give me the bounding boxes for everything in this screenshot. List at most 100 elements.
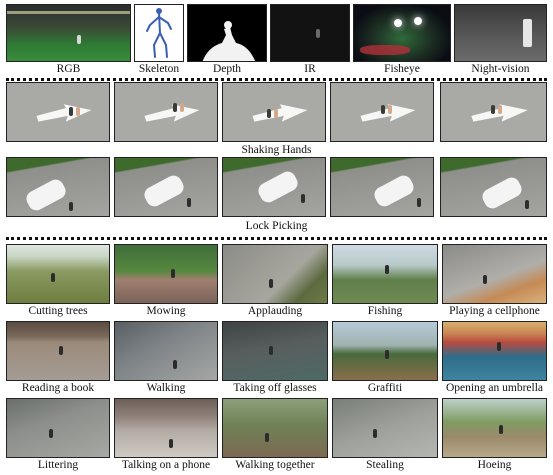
person-figure <box>77 35 81 44</box>
action-label: Playing a cellphone <box>449 305 540 317</box>
person-figure <box>51 273 55 282</box>
action-tile <box>332 398 438 458</box>
person-figure <box>169 439 173 448</box>
modality-label: Fisheye <box>384 63 420 75</box>
modality-label: Night-vision <box>471 63 530 75</box>
frame-shaking-hands-3 <box>222 82 326 142</box>
person-figure <box>499 425 503 434</box>
person-figure <box>388 105 392 114</box>
stadium-lights <box>7 11 130 14</box>
frame-lock-picking-5 <box>440 157 547 217</box>
action-label: Applauding <box>247 305 303 317</box>
sequence-label: Shaking Hands <box>241 144 312 156</box>
person-figure <box>59 346 63 355</box>
car <box>478 173 526 213</box>
person-figure <box>173 360 177 369</box>
action-label: Fishing <box>367 305 403 317</box>
person-figure <box>316 29 320 38</box>
person-figure <box>381 105 385 114</box>
person-figure <box>265 433 269 442</box>
modality-tile-ir <box>270 4 350 62</box>
action-label: Reading a book <box>21 382 95 394</box>
frame-shaking-hands-2 <box>114 82 218 142</box>
frame-shaking-hands-1 <box>6 82 110 142</box>
sequence-lock-picking: Lock Picking <box>0 157 553 235</box>
car <box>254 167 302 207</box>
person-figure <box>173 103 177 112</box>
red-track <box>360 45 410 55</box>
road-arrow-marking <box>360 104 416 122</box>
road-arrow-marking <box>144 104 200 122</box>
action-tile <box>442 398 547 458</box>
person-figure <box>483 275 487 284</box>
person-figure <box>69 202 73 211</box>
car <box>22 175 70 215</box>
person-figure <box>491 105 495 114</box>
action-tile <box>114 321 218 381</box>
action-tile <box>442 321 547 381</box>
frame-lock-picking-1 <box>6 157 110 217</box>
person-figure <box>525 200 529 209</box>
modality-tile-fisheye <box>353 4 451 62</box>
action-tile <box>222 321 328 381</box>
person-figure <box>171 269 175 278</box>
action-tile <box>6 321 110 381</box>
modalities-row: RGB Skeleton Depth IR <box>0 0 553 78</box>
frame-shaking-hands-5 <box>440 82 547 142</box>
sequence-label: Lock Picking <box>245 220 308 232</box>
frame-shaking-hands-4 <box>330 82 434 142</box>
sequence-shaking-hands: Shaking Hands <box>0 82 553 158</box>
person-figure <box>267 109 271 118</box>
modality-tile-skeleton <box>134 4 184 62</box>
person-figure <box>497 342 501 351</box>
car <box>140 171 188 211</box>
action-tile <box>114 244 218 304</box>
road-arrow-marking <box>36 104 92 122</box>
action-label: Cutting trees <box>28 305 88 317</box>
person-figure <box>417 198 421 207</box>
frame-lock-picking-3 <box>222 157 326 217</box>
action-tile <box>222 398 328 458</box>
modality-tile-night-vision <box>454 4 547 62</box>
person-figure <box>373 429 377 438</box>
action-label: Graffiti <box>367 382 403 394</box>
person-figure <box>180 103 184 112</box>
person-figure <box>498 105 502 114</box>
action-label: Stealing <box>366 459 404 471</box>
action-label: Talking on a phone <box>121 459 211 471</box>
frame-lock-picking-4 <box>330 157 434 217</box>
person-figure <box>269 346 273 355</box>
action-label: Hoeing <box>477 459 512 471</box>
action-tile <box>6 398 110 458</box>
person-figure <box>69 107 73 116</box>
action-label: Walking <box>146 382 186 394</box>
person-figure <box>274 109 278 118</box>
person-figure <box>76 107 80 116</box>
action-tile <box>114 398 218 458</box>
action-label: Walking together <box>235 459 315 471</box>
frame-lock-picking-2 <box>114 157 218 217</box>
action-grid: Cutting trees Mowing Applauding Fishing Play… <box>0 244 553 475</box>
action-tile <box>222 244 328 304</box>
modality-label: RGB <box>56 63 81 75</box>
action-label: Opening an umbrella <box>445 382 544 394</box>
stadium-light-right <box>414 17 422 25</box>
action-tile <box>332 244 438 304</box>
person-figure <box>385 265 389 274</box>
person-figure <box>301 194 305 203</box>
section-separator <box>6 237 547 240</box>
action-tile <box>442 244 547 304</box>
person-figure <box>49 429 53 438</box>
person-figure <box>269 279 273 288</box>
person-figure <box>385 350 389 359</box>
modality-tile-depth <box>187 4 267 62</box>
action-label: Littering <box>37 459 79 471</box>
modality-label: Depth <box>212 63 242 75</box>
depth-silhouette <box>202 21 256 61</box>
action-label: Taking off glasses <box>233 382 317 394</box>
modality-label: IR <box>304 63 316 75</box>
action-label: Mowing <box>146 305 186 317</box>
person-figure <box>187 198 191 207</box>
stadium-light-left <box>394 19 402 27</box>
section-separator <box>6 78 547 81</box>
